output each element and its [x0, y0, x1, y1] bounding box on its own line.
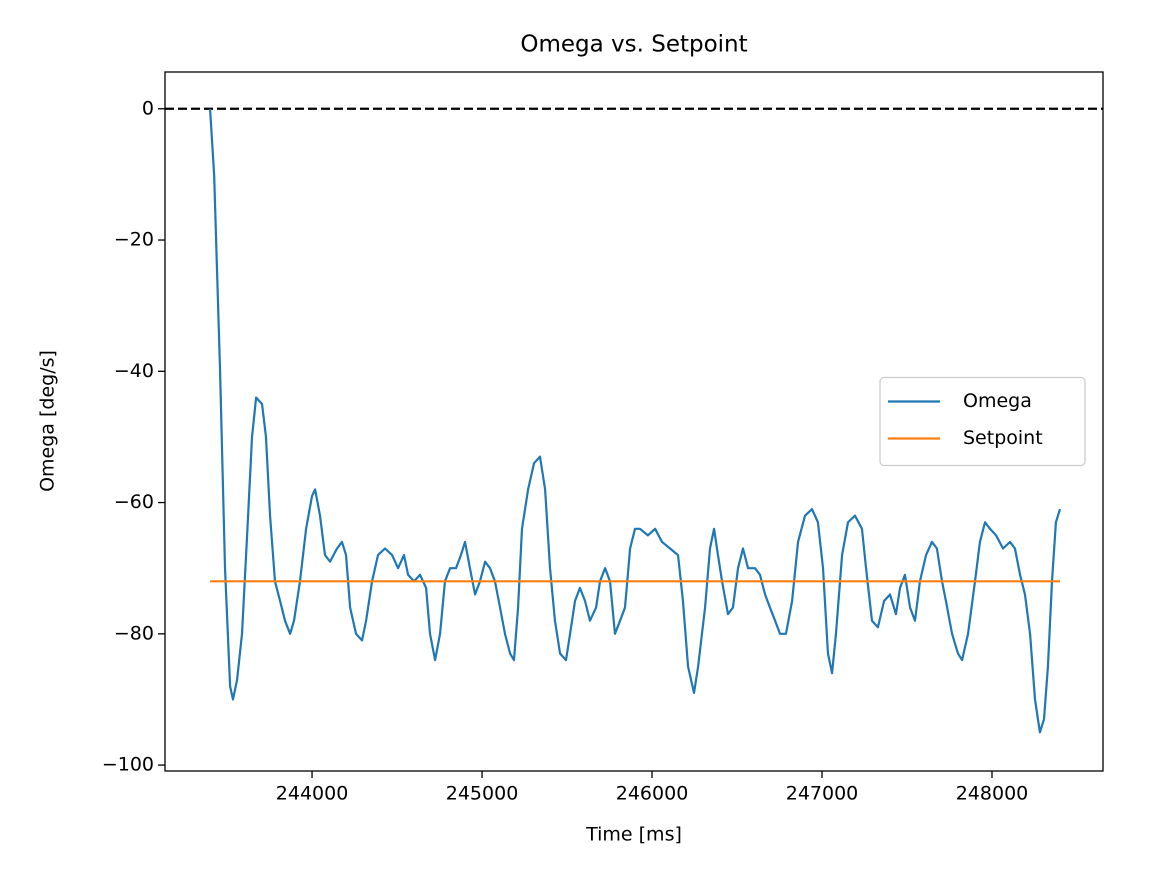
y-axis-label: Omega [deg/s] — [37, 350, 59, 492]
y-tick-label: −80 — [114, 622, 154, 644]
x-tick-label: 247000 — [786, 783, 859, 805]
x-tick-label: 244000 — [276, 783, 349, 805]
x-tick-label: 246000 — [616, 783, 689, 805]
legend-label: Omega — [963, 390, 1032, 412]
chart-title: Omega vs. Setpoint — [520, 32, 747, 58]
x-tick-label: 248000 — [956, 783, 1029, 805]
legend-label: Setpoint — [963, 427, 1043, 449]
x-tick-label: 245000 — [446, 783, 519, 805]
y-tick-label: −40 — [114, 360, 154, 382]
y-tick-label: −60 — [114, 491, 154, 513]
x-axis-label: Time [ms] — [585, 824, 682, 846]
y-tick-label: −20 — [114, 229, 154, 251]
plot-frame — [164, 71, 1104, 772]
y-tick-label: −100 — [102, 754, 154, 776]
legend-box — [879, 376, 1086, 467]
y-tick-label: 0 — [142, 97, 154, 119]
